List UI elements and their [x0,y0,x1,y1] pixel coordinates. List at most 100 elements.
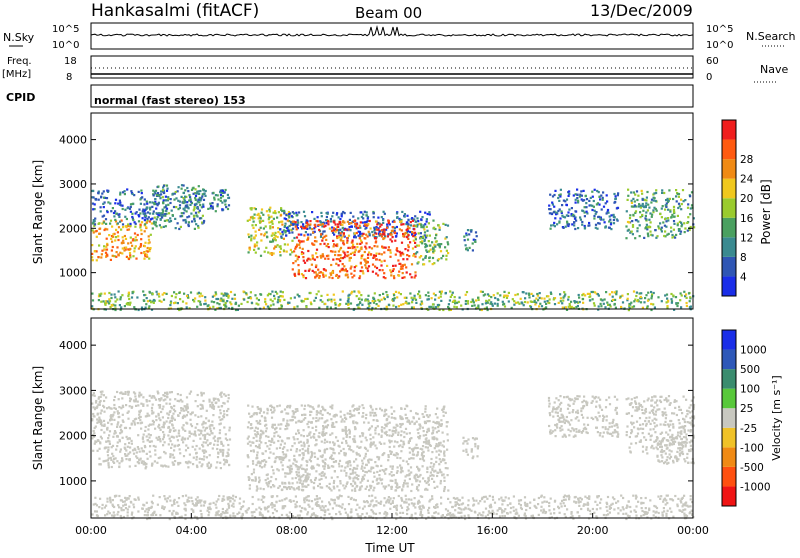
heatmap-cell [255,252,257,254]
heatmap-cell [145,415,147,417]
heatmap-cell [338,465,340,467]
heatmap-cell [645,202,647,204]
heatmap-cell [310,234,312,236]
heatmap-cell [426,235,428,237]
heatmap-cell [404,233,406,235]
heatmap-cell [303,452,305,454]
heatmap-cell [413,476,415,478]
heatmap-cell [407,226,409,228]
heatmap-cell [424,246,426,248]
heatmap-cell [274,210,276,212]
heatmap-cell [465,294,467,296]
heatmap-cell [224,204,226,206]
heatmap-cell [138,448,140,450]
heatmap-cell [169,410,171,412]
heatmap-cell [120,296,122,298]
heatmap-cell [278,469,280,471]
heatmap-cell [212,192,214,194]
heatmap-cell [380,479,382,481]
heatmap-cell [307,250,309,252]
heatmap-cell [452,292,454,294]
heatmap-cell [256,420,258,422]
heatmap-cell [340,470,342,472]
heatmap-cell [578,297,580,299]
heatmap-cell [408,255,410,257]
heatmap-cell [427,447,429,449]
heatmap-cell [443,459,445,461]
heatmap-cell [330,307,332,309]
heatmap-cell [263,307,265,309]
heatmap-cell [225,395,227,397]
heatmap-cell [295,221,297,223]
heatmap-cell [354,251,356,253]
heatmap-cell [342,438,344,440]
heatmap-cell [307,448,309,450]
heatmap-cell [148,305,150,307]
heatmap-cell [426,218,428,220]
heatmap-cell [116,246,118,248]
heatmap-cell [548,205,550,207]
heatmap-cell [652,303,654,305]
heatmap-cell [342,430,344,432]
heatmap-cell [133,453,135,455]
heatmap-cell [115,457,117,459]
heatmap-cell [368,265,370,267]
heatmap-cell [254,214,256,216]
heatmap-cell [184,430,186,432]
heatmap-cell [96,407,98,409]
heatmap-cell [100,196,102,198]
heatmap-cell [588,200,590,202]
heatmap-cell [299,247,301,249]
heatmap-cell [144,215,146,217]
heatmap-cell [282,464,284,466]
heatmap-cell [110,415,112,417]
heatmap-cell [407,223,409,225]
heatmap-cell [313,218,315,220]
heatmap-cell [131,440,133,442]
heatmap-cell [355,421,357,423]
heatmap-cell [250,423,252,425]
heatmap-cell [170,198,172,200]
heatmap-cell [334,452,336,454]
heatmap-cell [565,306,567,308]
heatmap-cell [558,200,560,202]
heatmap-cell [330,264,332,266]
heatmap-cell [566,204,568,206]
heatmap-cell [300,234,302,236]
heatmap-cell [657,296,659,298]
heatmap-cell [282,291,284,293]
heatmap-cell [358,412,360,414]
heatmap-cell [352,404,354,406]
heatmap-cell [328,299,330,301]
heatmap-cell [131,423,133,425]
heatmap-cell [149,424,151,426]
heatmap-cell [686,297,688,299]
heatmap-cell [129,248,131,250]
heatmap-cell [429,414,431,416]
heatmap-cell [408,442,410,444]
heatmap-cell [103,420,105,422]
heatmap-cell [680,222,682,224]
heatmap-cell [320,299,322,301]
heatmap-cell [566,416,568,418]
heatmap-cell [265,420,267,422]
heatmap-cell [269,451,271,453]
heatmap-cell [254,243,256,245]
heatmap-cell [390,252,392,254]
heatmap-cell [149,451,151,453]
heatmap-cell [103,221,105,223]
heatmap-cell [494,303,496,305]
heatmap-cell [282,448,284,450]
heatmap-cell [424,480,426,482]
date-title: 13/Dec/2009 [590,1,693,20]
heatmap-cell [163,192,165,194]
heatmap-cell [416,251,418,253]
heatmap-cell [528,293,530,295]
heatmap-cell [98,398,100,400]
heatmap-cell [669,198,671,200]
heatmap-cell [140,403,142,405]
heatmap-cell [367,270,369,272]
heatmap-cell [142,290,144,292]
heatmap-cell [338,250,340,252]
heatmap-cell [379,294,381,296]
